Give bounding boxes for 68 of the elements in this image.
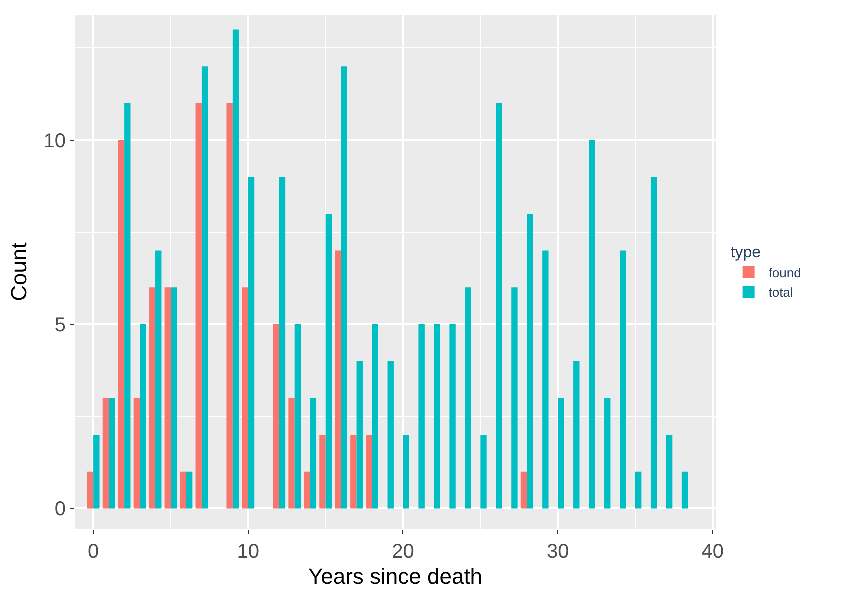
bar [288, 398, 295, 509]
bar [156, 250, 162, 509]
bar [149, 288, 156, 509]
bar [335, 250, 342, 509]
bar [666, 435, 673, 509]
bar [94, 435, 100, 509]
legend-title: type [730, 244, 762, 262]
bar [232, 30, 240, 509]
bar [310, 398, 317, 509]
bar [558, 398, 564, 509]
bar [196, 103, 202, 509]
bar [109, 398, 116, 509]
bar [279, 177, 286, 509]
bar [372, 324, 378, 509]
bar [465, 288, 472, 509]
bar [496, 103, 502, 509]
bar [242, 288, 248, 509]
bar [124, 103, 131, 509]
bar [273, 324, 280, 509]
bar [356, 361, 363, 509]
bar [418, 324, 425, 509]
y-tick-label: 5 [54, 314, 66, 337]
bar [589, 140, 596, 509]
bar [304, 472, 310, 509]
bar [350, 435, 357, 509]
y-tick-label: 0 [54, 498, 66, 521]
bar [512, 288, 518, 509]
legend-label: total [768, 285, 794, 300]
bar [186, 472, 193, 509]
x-tick-label: 30 [546, 541, 570, 563]
bar [341, 66, 348, 509]
bar [180, 472, 186, 509]
bar [294, 324, 302, 509]
x-tick-label: 0 [88, 541, 100, 563]
bar [87, 472, 94, 509]
legend-label: found [768, 265, 802, 280]
bar [320, 435, 326, 509]
bar [480, 435, 487, 509]
bar [520, 472, 528, 509]
bar [248, 177, 255, 509]
x-axis-title: Years since death [308, 564, 483, 589]
bar [326, 214, 332, 509]
bar [140, 324, 146, 509]
y-tick-label: 10 [44, 130, 66, 152]
bar [635, 472, 642, 509]
bar [682, 472, 688, 509]
bar [403, 435, 410, 509]
bar [202, 66, 208, 509]
x-tick-label: 40 [702, 541, 724, 563]
bar [134, 398, 140, 509]
bar [527, 214, 534, 509]
bar [542, 250, 549, 509]
bar [118, 140, 125, 509]
bar [164, 288, 171, 509]
bar [226, 103, 233, 509]
bar [574, 361, 580, 509]
bar [650, 177, 658, 509]
bar [620, 250, 626, 509]
bar [604, 398, 611, 509]
bar [171, 288, 178, 509]
bar [434, 324, 440, 509]
bar [102, 398, 110, 509]
x-tick-label: 10 [237, 541, 260, 563]
x-tick-label: 20 [392, 541, 414, 563]
bar [388, 361, 394, 509]
y-axis-title: Count [6, 242, 32, 302]
bar [366, 435, 372, 509]
bar [450, 324, 456, 509]
